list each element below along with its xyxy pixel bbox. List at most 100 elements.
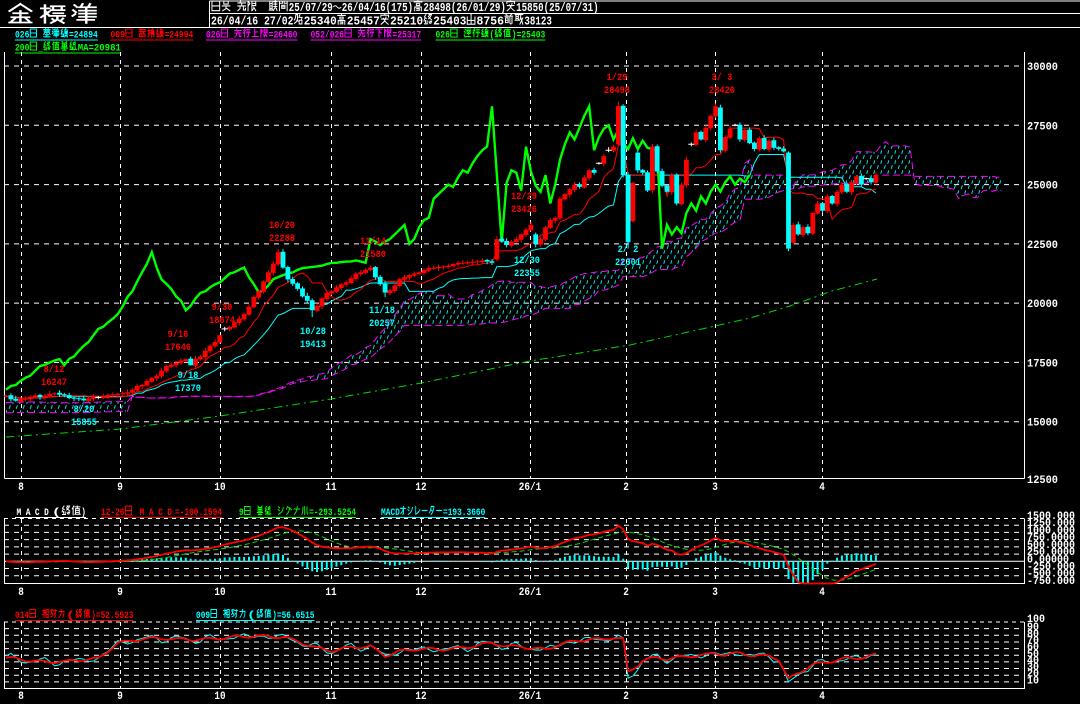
svg-text:28498(26/01/29): 28498(26/01/29) [423,1,506,15]
svg-text:)=52.5523: )=52.5523 [91,610,133,622]
svg-text:8/20: 8/20 [74,404,95,416]
svg-text:25457: 25457 [347,15,380,29]
svg-text:28498: 28498 [604,86,630,97]
svg-text:4: 4 [819,587,825,599]
svg-text:10: 10 [1027,675,1039,687]
svg-text:30000: 30000 [1027,62,1058,74]
svg-text:90: 90 [1027,622,1039,634]
svg-text:C: C [158,507,163,519]
svg-text:12500: 12500 [1027,475,1058,487]
svg-text:17370: 17370 [175,384,201,395]
svg-text:26/1: 26/1 [519,691,542,703]
svg-text:D: D [44,507,49,519]
svg-text:26/1: 26/1 [519,587,542,599]
svg-text:60: 60 [1027,642,1039,654]
svg-text:15000: 15000 [1027,418,1058,430]
svg-text:2: 2 [623,587,629,599]
svg-text:25340: 25340 [304,15,337,29]
svg-text:26/1: 26/1 [519,482,542,494]
svg-text:11/14: 11/14 [360,236,386,248]
svg-text:-750.000: -750.000 [1027,576,1075,588]
svg-text:12/29: 12/29 [511,191,537,203]
svg-text:10/20: 10/20 [269,220,295,232]
svg-text:(: ( [66,610,75,622]
svg-text:=24894: =24894 [69,30,98,42]
svg-text:16247: 16247 [41,378,67,389]
svg-text:100: 100 [1027,614,1045,626]
svg-text:=-293.5254: =-293.5254 [309,507,356,519]
svg-text:250.0000: 250.0000 [1027,547,1075,559]
svg-text:12/30: 12/30 [514,255,540,267]
svg-text:1250.000: 1250.000 [1027,518,1075,530]
svg-text:17646: 17646 [165,343,191,354]
svg-text:22288: 22288 [269,234,295,245]
svg-text:26/04/16(175): 26/04/16(175) [342,1,414,15]
svg-text:18674: 18674 [209,316,235,327]
svg-text:8: 8 [18,691,24,703]
svg-text:2: 2 [623,482,629,494]
svg-text:20: 20 [1027,669,1039,681]
svg-text:009: 009 [111,30,125,42]
svg-text:MACD: MACD [381,507,400,519]
svg-text:026: 026 [436,30,450,42]
svg-text:2: 2 [623,691,629,703]
svg-text:11: 11 [325,587,337,599]
svg-text:40: 40 [1027,655,1039,667]
svg-text:=25317: =25317 [392,30,421,42]
svg-text:70: 70 [1027,636,1039,648]
svg-text:(: ( [247,610,256,622]
svg-text:9: 9 [239,507,244,519]
svg-text:200: 200 [15,43,29,55]
svg-text:): ) [81,507,86,519]
svg-text:)=25403: )=25403 [512,30,546,42]
svg-text:009: 009 [196,610,210,622]
svg-text:014: 014 [15,610,29,622]
svg-text:8: 8 [18,587,24,599]
svg-text:500.0000: 500.0000 [1027,540,1075,552]
svg-text:=-100.1594: =-100.1594 [175,507,222,519]
svg-text:12: 12 [415,482,426,494]
svg-text:M: M [17,507,22,519]
svg-text:-250.000: -250.000 [1027,562,1075,574]
svg-text:A: A [149,507,154,519]
svg-text:8756: 8756 [477,15,505,29]
svg-text:1000.000: 1000.000 [1027,525,1075,537]
svg-text:3: 3 [712,482,718,494]
svg-text:4: 4 [819,482,825,494]
svg-text:27500: 27500 [1027,121,1058,133]
svg-text:8/12: 8/12 [44,364,65,376]
svg-text:9/18: 9/18 [178,370,199,382]
svg-text:22500: 22500 [1027,240,1058,252]
svg-text:026: 026 [15,30,29,42]
svg-text:MA=20981: MA=20981 [78,43,121,55]
svg-text:A: A [26,507,31,519]
svg-text:20000: 20000 [1027,299,1058,311]
svg-text:50: 50 [1027,649,1039,661]
svg-text:10/28: 10/28 [300,326,326,338]
svg-text:10: 10 [214,482,225,494]
svg-text:9: 9 [117,691,123,703]
svg-text:38123: 38123 [524,15,552,29]
svg-text:22355: 22355 [514,269,540,280]
svg-text:3/ 3: 3/ 3 [712,72,733,84]
svg-text:21580: 21580 [360,250,386,261]
svg-text:_: _ [37,43,43,55]
svg-text:12: 12 [415,587,426,599]
svg-text:11: 11 [325,691,337,703]
svg-text:17500: 17500 [1027,358,1058,370]
svg-text:9/16: 9/16 [168,329,189,341]
svg-text:1500.000: 1500.000 [1027,511,1075,523]
svg-text:_: _ [133,30,139,42]
svg-text:26/04/16 27/02: 26/04/16 27/02 [211,15,294,29]
svg-text:D: D [167,507,172,519]
svg-text:0.00000: 0.00000 [1027,554,1069,566]
svg-text:3: 3 [712,587,718,599]
svg-text:3: 3 [712,691,718,703]
svg-text:2/ 2: 2/ 2 [618,244,639,256]
svg-text:4: 4 [819,691,825,703]
svg-text:=24994: =24994 [165,30,194,42]
svg-text:1/29: 1/29 [607,72,628,84]
svg-text:25403: 25403 [433,15,466,29]
svg-text:11: 11 [325,482,337,494]
svg-text:750.0000: 750.0000 [1027,533,1075,545]
